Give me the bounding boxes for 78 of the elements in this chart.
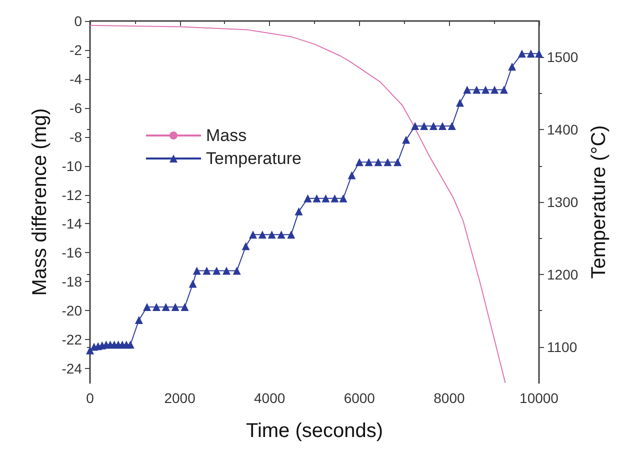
y-tick-label: 0: [74, 13, 82, 29]
point: [482, 86, 490, 94]
point: [134, 316, 143, 324]
point: [268, 230, 276, 239]
point: [508, 62, 516, 71]
x-tick-label: 10000: [520, 390, 559, 406]
point: [500, 86, 508, 94]
point: [248, 230, 257, 239]
point: [126, 340, 134, 349]
y-axis-title: Mass difference (mg): [29, 108, 51, 296]
point: [330, 194, 339, 202]
x-tick-label: 4000: [254, 390, 286, 406]
point: [348, 171, 356, 180]
point: [277, 230, 286, 239]
point: [258, 230, 266, 239]
point: [188, 280, 197, 288]
point: [152, 302, 160, 311]
point: [180, 302, 189, 311]
y-tick-label: -16: [62, 244, 82, 261]
y-tick-label: -22: [62, 332, 82, 348]
point: [411, 122, 420, 130]
point: [535, 50, 543, 58]
y-tick-label: -4: [70, 70, 82, 87]
legend-label: Temperature: [206, 149, 302, 168]
point: [171, 302, 180, 311]
point: [384, 158, 392, 166]
point: [339, 194, 348, 202]
point: [212, 266, 221, 275]
point: [312, 194, 321, 202]
point: [242, 242, 250, 250]
point: [364, 158, 373, 166]
x-tick-label: 6000: [344, 390, 376, 406]
point: [394, 158, 402, 166]
point: [526, 50, 535, 58]
y2-tick-label: 1200: [547, 266, 578, 282]
point: [202, 266, 211, 275]
y-tick-label: -8: [70, 128, 82, 145]
point: [374, 158, 382, 166]
y2-tick-label: 1500: [547, 49, 578, 66]
y-tick-label: -20: [62, 302, 82, 319]
point: [429, 122, 438, 130]
point: [472, 86, 481, 94]
point: [232, 266, 241, 275]
x-axis-title: Time (seconds): [246, 420, 384, 442]
y-tick-label: -18: [62, 274, 82, 290]
point: [192, 266, 201, 275]
point: [456, 98, 464, 107]
y2-tick-label: 1100: [547, 338, 578, 355]
y-tick-label: -12: [62, 186, 82, 203]
x-tick-label: 0: [86, 390, 94, 406]
x-tick-label: 2000: [164, 390, 196, 406]
point: [294, 207, 303, 216]
y-tick-label: -14: [62, 216, 82, 232]
y2-axis-title: Temperature (°C): [588, 125, 610, 279]
y-tick-label: -6: [70, 100, 82, 116]
point: [518, 50, 526, 58]
point: [304, 194, 312, 202]
y2-tick-label: 1400: [547, 122, 578, 138]
x-tick-label: 8000: [434, 390, 465, 406]
point: [438, 122, 446, 130]
line-series: [90, 24, 506, 384]
point: [355, 158, 364, 166]
point: [490, 86, 499, 94]
point: [420, 122, 428, 130]
y-tick-label: -2: [70, 42, 82, 58]
y-tick-label: -10: [62, 158, 82, 174]
point: [162, 302, 170, 311]
point: [143, 302, 152, 311]
y2-tick-label: 1300: [547, 194, 578, 210]
point: [222, 266, 230, 275]
y-tick-label: -24: [62, 360, 82, 377]
point: [463, 86, 472, 94]
point: [402, 136, 410, 144]
point: [322, 194, 330, 202]
point: [448, 122, 456, 130]
point: [86, 346, 94, 354]
legend-label: Mass: [206, 126, 247, 145]
point: [287, 230, 296, 239]
